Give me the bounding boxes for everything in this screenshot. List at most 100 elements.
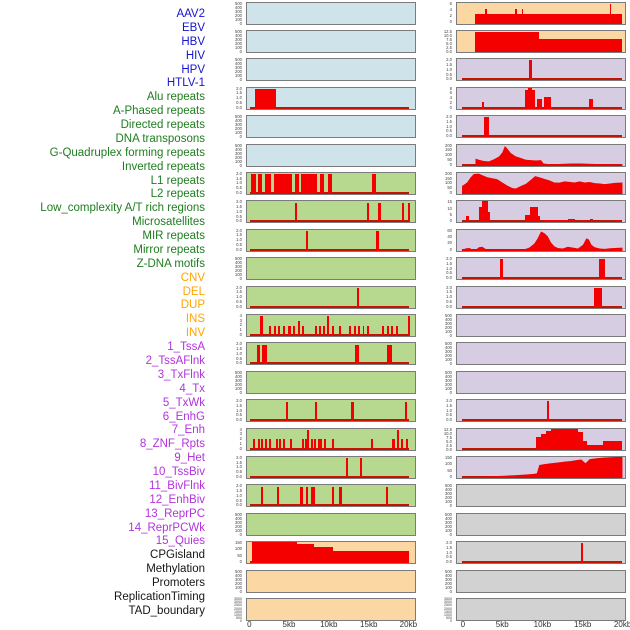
y-tick-value: 400 <box>235 4 242 10</box>
signal-bar <box>297 320 300 336</box>
signal-bar <box>301 325 304 336</box>
track-panel-2-tssaflnk <box>456 86 626 110</box>
y-tick-value: 1.5 <box>446 544 452 550</box>
y-tick-value: 500 <box>445 511 452 517</box>
y-tick-value: 0 <box>240 619 242 624</box>
y-axis-ticks-6-enhg: 15 10 5 0 <box>420 200 454 223</box>
y-tick-value: 300 <box>445 576 452 582</box>
signal-bar <box>323 325 326 336</box>
y-tick-value: 2.0 <box>446 57 452 63</box>
signal-bar <box>546 431 552 450</box>
y-tick-value: 0.5 <box>236 185 242 191</box>
track-panel-cnv <box>246 541 416 565</box>
signal-bar <box>296 543 315 564</box>
y-tick-value: 0.5 <box>446 71 452 77</box>
signal-bar <box>276 439 279 450</box>
y-tick-value: 50 <box>447 185 452 191</box>
track-label-9-het: 9_Het <box>174 452 205 465</box>
y-tick-value: 2500 <box>234 603 242 608</box>
y-tick-value: 400 <box>235 373 242 379</box>
signal-bar <box>315 401 318 422</box>
signal-bar <box>395 325 398 336</box>
track-panel-l2-repeats <box>246 370 416 394</box>
track-panel-8-znf-rpts <box>456 257 626 281</box>
signal-bar <box>465 216 470 223</box>
y-tick-value: 0 <box>239 162 242 168</box>
y-tick-value: 0.5 <box>236 497 242 503</box>
signal-bar <box>311 439 314 450</box>
y-tick-value: 500 <box>235 256 242 262</box>
track-label-inv: INV <box>185 327 205 340</box>
y-tick-value: 100 <box>445 499 452 505</box>
y-axis-ticks-12-enhbiv: 500 400 300 200 100 0 <box>420 370 454 394</box>
track-label-replicationtiming: ReplicationTiming <box>114 590 205 603</box>
track-panel-mir-repeats <box>246 455 416 479</box>
y-tick-value: 100 <box>445 152 452 157</box>
track-label-4-tx: 4_Tx <box>179 382 205 395</box>
y-tick-value: 0 <box>449 588 452 594</box>
y-tick-value: 1000 <box>444 612 452 617</box>
x-tick-label-left-5kb: 5kb <box>282 620 296 629</box>
signal-bar <box>268 325 271 336</box>
signal-bar <box>261 344 267 365</box>
signal-bar <box>525 215 531 223</box>
y-tick-value: 1.0 <box>236 492 242 498</box>
y-tick-value: 300 <box>235 8 242 14</box>
signal-bar <box>328 174 332 194</box>
track-panel-1-tssa <box>456 58 626 82</box>
track-label-7-enh: 7_Enh <box>171 424 205 437</box>
signal-baseline <box>250 333 410 336</box>
signal-baseline <box>250 447 410 450</box>
track-panel-l1-repeats <box>246 342 416 366</box>
track-label-11-bivflnk: 11_BivFlnk <box>148 479 205 492</box>
y-tick-value: 400 <box>235 515 242 521</box>
y-tick-value: 200 <box>235 69 242 75</box>
y-tick-value: 2.0 <box>446 540 452 546</box>
signal-bar <box>301 174 318 194</box>
y-tick-value: 0.0 <box>446 76 452 82</box>
y-tick-value: 200 <box>235 12 242 18</box>
y-tick-value: 100 <box>235 527 242 533</box>
y-tick-value: 12.5 <box>443 426 452 432</box>
signal-bar <box>567 218 575 223</box>
signal-bar <box>485 8 487 24</box>
y-tick-value: 60 <box>447 227 452 233</box>
y-tick-value: 100 <box>235 16 242 22</box>
y-tick-value: 0 <box>449 361 452 367</box>
y-tick-value: 400 <box>235 572 242 578</box>
y-tick-value: 4 <box>239 426 242 432</box>
signal-bar <box>339 325 342 336</box>
signal-bar <box>544 220 568 223</box>
track-label-12-enhbiv: 12_EnhBiv <box>149 493 205 506</box>
signal-bar <box>317 439 320 450</box>
signal-bar <box>401 439 404 450</box>
signal-baseline <box>462 419 622 422</box>
track-panel-directed-repeats <box>246 228 416 252</box>
track-label-dup: DUP <box>180 299 205 312</box>
y-axis-ticks-replicationtiming: 500 400 300 200 100 0 <box>420 569 454 594</box>
y-tick-value: 0.5 <box>446 298 452 304</box>
signal-bar <box>478 207 482 223</box>
y-tick-value: 8 <box>449 85 452 91</box>
y-tick-value: 5.0 <box>446 40 452 46</box>
y-tick-value: 500 <box>446 616 452 621</box>
signal-bar <box>537 216 541 223</box>
track-panel-promoters <box>456 541 626 565</box>
y-tick-value: 0 <box>449 104 452 110</box>
y-tick-value: 1.5 <box>446 402 452 408</box>
y-tick-value: 400 <box>445 316 452 322</box>
signal-area-4-tx <box>475 145 623 166</box>
y-tick-value: 1.0 <box>446 294 452 299</box>
y-tick-value: 0.0 <box>236 246 242 252</box>
signal-bar <box>300 486 303 507</box>
y-tick-value: 400 <box>445 487 452 493</box>
y-tick-value: 1.5 <box>236 90 242 96</box>
y-tick-value: 200 <box>445 324 452 330</box>
y-tick-value: 0.0 <box>236 218 242 224</box>
track-label-l2-repeats: L2 repeats <box>150 188 205 201</box>
track-panel-tad-boundary <box>456 597 626 621</box>
y-axis-ticks-del: 500 400 300 200 100 0 <box>210 569 244 593</box>
y-tick-value: 100 <box>235 44 242 50</box>
